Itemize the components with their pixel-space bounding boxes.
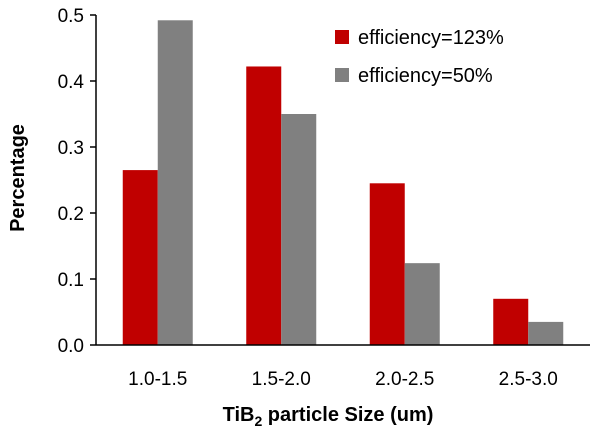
legend-swatch <box>335 30 349 44</box>
bars-group <box>122 20 564 346</box>
x-axis-title-suffix: particle Size (um) <box>262 404 433 426</box>
x-axis-title-prefix: TiB <box>223 404 255 426</box>
y-axis: 0.0 0.1 0.2 0.3 0.4 0.5 <box>58 6 97 357</box>
x-tick-label: 1.5-2.0 <box>252 369 311 390</box>
x-axis-title: TiB2 particle Size (um) <box>223 404 434 429</box>
x-axis: 1.0-1.5 1.5-2.0 2.0-2.5 2.5-3.0 <box>96 344 590 390</box>
x-tick-label: 2.0-2.5 <box>375 369 434 390</box>
y-tick-label: 0.0 <box>58 336 84 357</box>
legend: efficiency=123% efficiency=50% <box>335 27 504 87</box>
y-axis-title: Percentage <box>7 124 29 232</box>
bar-2.5-3.0-series-2 <box>528 321 564 345</box>
legend-label: efficiency=50% <box>358 65 493 87</box>
legend-swatch <box>335 68 349 82</box>
y-tick-label: 0.1 <box>58 270 84 291</box>
y-tick-label: 0.4 <box>58 72 85 93</box>
x-tick-label: 2.5-3.0 <box>499 369 558 390</box>
y-tick-label: 0.3 <box>58 138 84 159</box>
bar-1.5-2.0-series-1 <box>246 66 282 345</box>
bar-1.0-1.5-series-1 <box>122 170 158 345</box>
bar-2.0-2.5-series-1 <box>369 183 405 345</box>
x-axis-title-subscript: 2 <box>254 413 262 429</box>
y-tick-label: 0.5 <box>58 6 84 27</box>
bar-1.5-2.0-series-2 <box>281 114 317 345</box>
bar-2.5-3.0-series-1 <box>493 298 529 345</box>
bar-1.0-1.5-series-2 <box>157 20 193 346</box>
legend-label: efficiency=123% <box>358 27 504 49</box>
bar-2.0-2.5-series-2 <box>404 263 440 345</box>
y-tick-label: 0.2 <box>58 204 84 225</box>
x-tick-label: 1.0-1.5 <box>128 369 187 390</box>
